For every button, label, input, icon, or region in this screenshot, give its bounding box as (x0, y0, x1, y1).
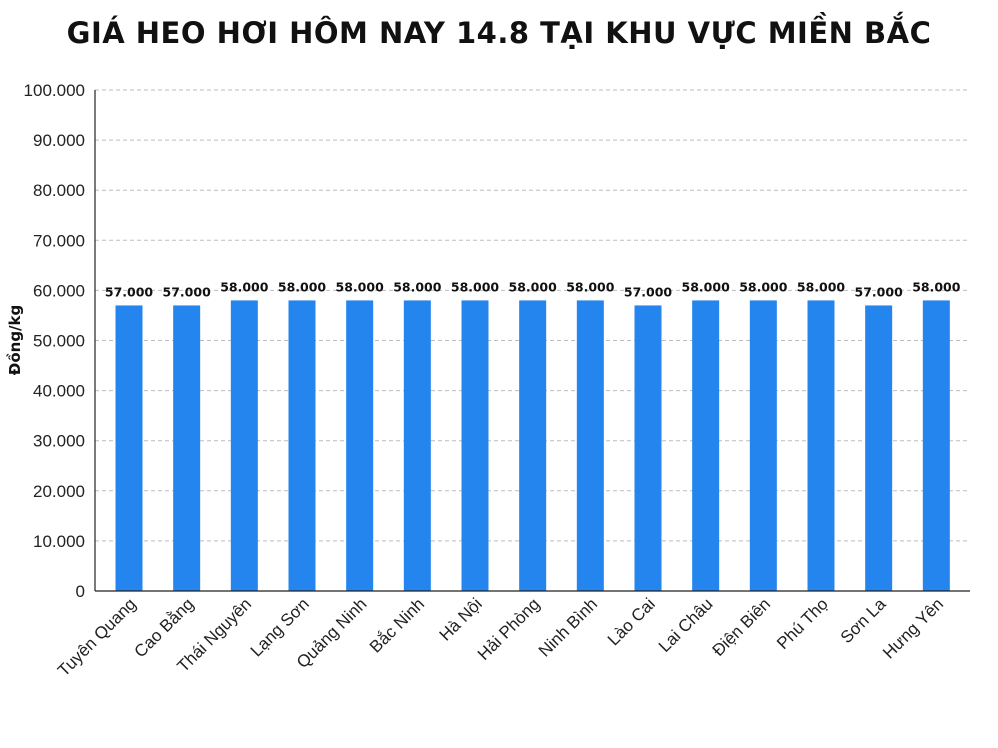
bar (922, 300, 950, 591)
y-tick-label: 30.000 (33, 432, 85, 451)
value-label: 57.000 (855, 284, 904, 299)
y-tick-label: 50.000 (33, 332, 85, 351)
value-label: 57.000 (105, 284, 154, 299)
value-label: 58.000 (393, 279, 442, 294)
x-category-label: Điện Biên (709, 594, 775, 660)
value-label: 57.000 (624, 284, 673, 299)
x-category-label: Hải Phòng (474, 594, 544, 664)
y-axis-ticks: 0 10.000 20.000 30.000 40.000 50.000 60.000 70.… (24, 81, 85, 601)
y-axis-label: Đồng/kg (5, 305, 24, 375)
value-label: 57.000 (163, 284, 212, 299)
y-tick-label: 100.000 (24, 81, 85, 100)
bar (865, 305, 893, 591)
bar (634, 305, 662, 591)
x-category-label: Lai Châu (655, 594, 717, 656)
bar (288, 300, 316, 591)
value-label: 58.000 (682, 279, 731, 294)
y-tick-label: 40.000 (33, 382, 85, 401)
y-tick-label: 60.000 (33, 281, 85, 300)
x-category-label: Tuyên Quang (54, 594, 140, 680)
x-category-label: Sơn La (837, 594, 890, 647)
y-tick-label: 10.000 (33, 532, 85, 551)
bar (519, 300, 547, 591)
bar (461, 300, 489, 591)
value-label: 58.000 (912, 279, 961, 294)
y-tick-label: 0 (76, 582, 85, 601)
value-label: 58.000 (797, 279, 846, 294)
y-tick-label: 70.000 (33, 231, 85, 250)
value-label: 58.000 (451, 279, 500, 294)
x-category-label: Ninh Bình (535, 594, 601, 660)
bar (230, 300, 258, 591)
bar (807, 300, 835, 591)
bar (576, 300, 604, 591)
value-label: 58.000 (739, 279, 788, 294)
x-category-label: Bắc Ninh (366, 594, 428, 656)
bar (749, 300, 777, 591)
value-label: 58.000 (278, 279, 327, 294)
value-label: 58.000 (336, 279, 385, 294)
bar (692, 300, 720, 591)
chart-title: GIÁ HEO HƠI HÔM NAY 14.8 TẠI KHU VỰC MIỀ… (66, 16, 932, 50)
bar (115, 305, 143, 591)
bars (115, 300, 950, 591)
x-category-label: Hưng Yên (879, 594, 947, 662)
y-tick-label: 80.000 (33, 181, 85, 200)
value-labels: 57.000 57.000 58.000 58.000 58.000 58.000 58.0… (105, 279, 961, 299)
y-tick-label: 90.000 (33, 131, 85, 150)
value-label: 58.000 (566, 279, 615, 294)
x-category-label: Hà Nội (436, 594, 486, 644)
value-label: 58.000 (509, 279, 558, 294)
bar (403, 300, 431, 591)
y-tick-label: 20.000 (33, 482, 85, 501)
value-label: 58.000 (220, 279, 269, 294)
x-category-label: Lào Cai (604, 594, 659, 649)
bar (173, 305, 201, 591)
x-category-label: Phú Thọ (773, 594, 832, 653)
bar (346, 300, 374, 591)
